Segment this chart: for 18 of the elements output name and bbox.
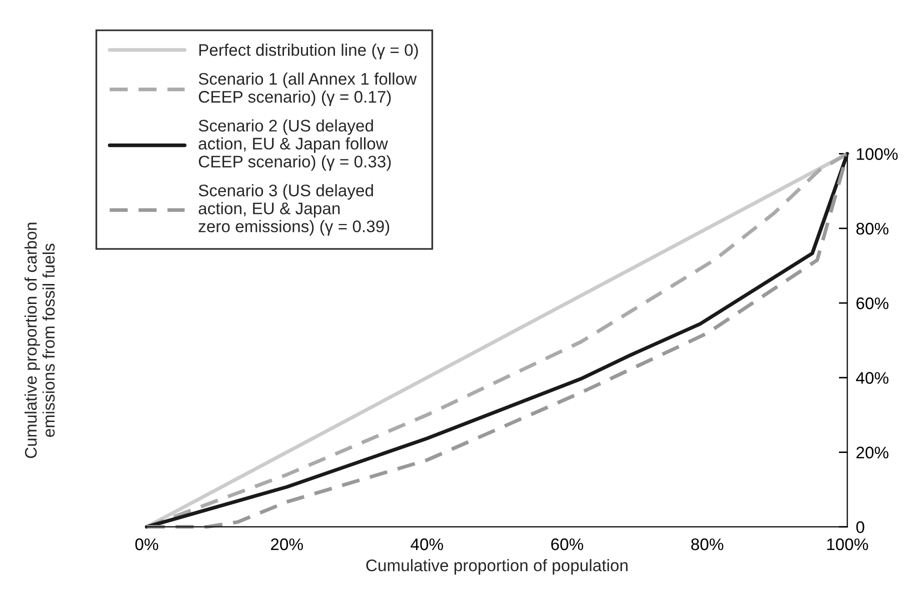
legend-label: Scenario 3 (US delayed action, EU & Japan zero emissions) (γ = 0.39) bbox=[198, 184, 390, 236]
y-tick-label: 100% bbox=[856, 148, 898, 160]
x-tick-label: 20% bbox=[271, 538, 303, 550]
x-tick-label: 80% bbox=[691, 538, 724, 550]
x-tick-label: 100% bbox=[827, 538, 868, 550]
y-axis-title: Cumulative proportion of carbon emissions from fossil fuels bbox=[24, 222, 55, 458]
legend-label: Perfect distribution line (γ = 0) bbox=[199, 44, 418, 60]
x-axis-title: Cumulative proportion of population bbox=[366, 559, 628, 575]
y-tick-label: 60% bbox=[856, 297, 888, 310]
legend-label: Scenario 2 (US delayed action, EU & Japan follow CEEP scenario) (γ = 0.33) bbox=[198, 119, 391, 171]
y-tick-label: 0 bbox=[856, 521, 864, 534]
y-tick-label: 80% bbox=[856, 222, 888, 235]
legend-label: Scenario 1 (all Annex 1 follow CEEP scenario) (γ = 0.17) bbox=[198, 72, 417, 106]
x-tick-label: 40% bbox=[410, 538, 444, 550]
y-tick-label: 20% bbox=[856, 446, 888, 458]
y-tick-label: 40% bbox=[856, 372, 888, 384]
x-tick-label: 60% bbox=[551, 538, 584, 550]
x-tick-label: 0% bbox=[135, 538, 158, 550]
